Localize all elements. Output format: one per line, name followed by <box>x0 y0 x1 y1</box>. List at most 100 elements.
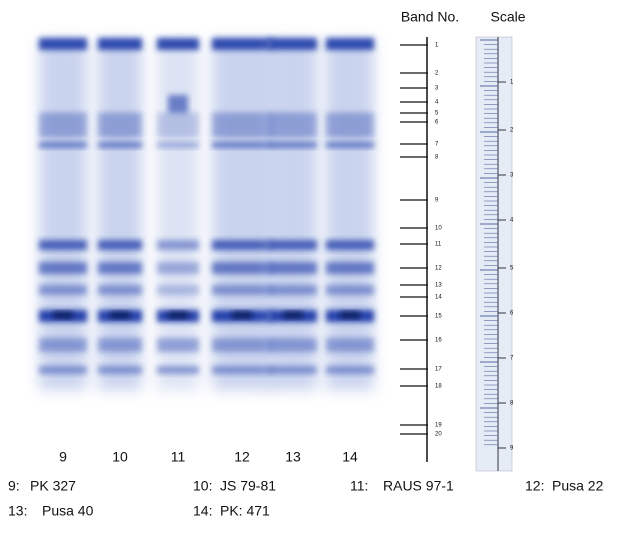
gel-band <box>212 142 272 148</box>
lane-label: 13 <box>285 449 301 465</box>
legend-key: 12: <box>525 478 544 494</box>
lane-smear <box>157 40 199 390</box>
scale-header: Scale <box>490 9 525 25</box>
band-label: 7 <box>435 142 439 148</box>
scale-ruler <box>475 36 513 472</box>
gel-band <box>157 240 199 250</box>
gel-band <box>157 338 199 352</box>
scale-label: 6 <box>510 311 514 317</box>
band-label: 9 <box>435 198 439 204</box>
legend-key: 11: <box>350 478 368 494</box>
band-label: 8 <box>435 155 439 161</box>
gel-band <box>39 262 87 274</box>
gel-band <box>269 112 317 138</box>
gel-band <box>39 240 87 250</box>
band-label: 11 <box>435 242 442 248</box>
gel-band <box>39 112 87 138</box>
gel-band <box>326 262 374 274</box>
band-label: 18 <box>435 384 442 390</box>
gel-band <box>39 38 87 50</box>
gel-band <box>269 366 317 374</box>
gel-band <box>326 38 374 50</box>
legend-name: JS 79-81 <box>220 478 276 494</box>
band-label: 6 <box>435 120 439 126</box>
scale-label: 4 <box>510 218 514 224</box>
band-label: 5 <box>435 111 439 117</box>
gel-band <box>326 285 374 295</box>
band-label: 15 <box>435 314 442 320</box>
band-label: 10 <box>435 226 442 232</box>
lane-smear <box>212 40 272 390</box>
legend-key: 10: <box>193 478 212 494</box>
band-label: 12 <box>435 266 442 272</box>
lane-label: 12 <box>234 449 250 465</box>
lane-smear <box>269 40 317 390</box>
gel-band <box>110 312 130 318</box>
band-label: 14 <box>435 295 442 301</box>
legend-name: Pusa 40 <box>42 503 94 519</box>
scale-label: 1 <box>510 80 514 86</box>
gel-band <box>326 338 374 352</box>
gel-band <box>98 262 142 274</box>
gel-band <box>212 285 272 295</box>
lane-smear <box>39 40 87 390</box>
gel-band <box>269 338 317 352</box>
gel-band <box>212 240 272 250</box>
gel-band <box>269 262 317 274</box>
gel-band <box>283 312 303 318</box>
gel-band <box>212 262 272 274</box>
gel-band <box>232 312 252 318</box>
gel-band <box>157 142 199 148</box>
gel-band <box>212 338 272 352</box>
gel-band <box>39 285 87 295</box>
band-label: 2 <box>435 71 439 77</box>
legend-name: Pusa 22 <box>552 478 604 494</box>
gel-band <box>98 240 142 250</box>
lane-label: 9 <box>59 449 67 465</box>
gel-image <box>39 38 374 390</box>
gel-band <box>269 285 317 295</box>
gel-band <box>326 142 374 148</box>
gel-band <box>98 112 142 138</box>
legend-name: PK: 471 <box>220 503 270 519</box>
lane-label: 14 <box>342 449 358 465</box>
gel-band <box>98 142 142 148</box>
gel-band <box>98 338 142 352</box>
gel-band <box>157 112 199 138</box>
gel-band <box>326 240 374 250</box>
band-label: 16 <box>435 338 442 344</box>
legend-key: 13: <box>8 503 27 519</box>
band-label: 17 <box>435 367 442 373</box>
band-no-header: Band No. <box>401 9 459 25</box>
gel-band <box>269 240 317 250</box>
lane-label: 10 <box>112 449 128 465</box>
scale-label: 7 <box>510 356 514 362</box>
gel-band <box>39 366 87 374</box>
lane-label: 11 <box>171 449 186 465</box>
scale-label: 9 <box>510 446 514 452</box>
gel-band <box>269 142 317 148</box>
legend-name: RAUS 97-1 <box>383 478 454 494</box>
gel-band <box>326 112 374 138</box>
scale-label: 3 <box>510 173 514 179</box>
annotations: 9 10 11 12 13 1412345678910111213141516171819… <box>8 39 604 519</box>
gel-band <box>212 38 272 50</box>
gel-band <box>326 366 374 374</box>
lane-smear <box>326 40 374 390</box>
gel-band <box>39 338 87 352</box>
scale-label: 5 <box>510 266 514 272</box>
gel-band <box>98 366 142 374</box>
gel-band <box>340 312 360 318</box>
gel-band <box>157 285 199 295</box>
legend-key: 14: <box>193 503 212 519</box>
gel-band <box>39 142 87 148</box>
band-label: 20 <box>435 432 442 438</box>
gel-band <box>212 112 272 138</box>
gel-band <box>168 95 188 113</box>
scale-label: 2 <box>510 128 514 134</box>
gel-band <box>157 262 199 274</box>
band-label: 19 <box>435 423 442 429</box>
gel-band <box>98 285 142 295</box>
